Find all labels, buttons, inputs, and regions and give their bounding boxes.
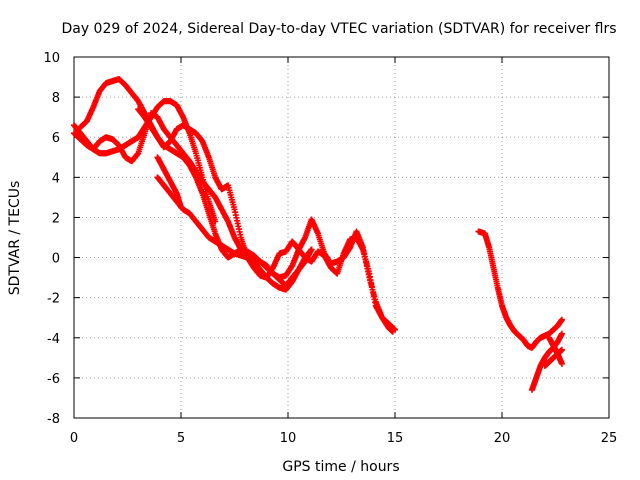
y-tick-label: 4	[52, 171, 60, 186]
series-5	[154, 154, 184, 211]
y-tick-label: -4	[47, 332, 60, 347]
data-point	[558, 346, 565, 353]
y-tick-label: 0	[52, 252, 60, 267]
series-4	[154, 174, 315, 289]
x-tick-label: 10	[280, 431, 297, 446]
y-tick-label: 10	[43, 51, 60, 66]
y-tick-label: 8	[52, 91, 60, 106]
y-tick-label: 6	[52, 131, 60, 146]
series-6	[475, 228, 565, 351]
data-point	[558, 316, 565, 323]
series-3	[135, 106, 398, 333]
x-tick-label: 15	[387, 431, 404, 446]
x-tick-label: 5	[177, 431, 185, 446]
y-tick-label: -8	[47, 412, 60, 427]
data-point	[308, 246, 315, 253]
plot-frame	[73, 56, 610, 419]
data-points	[71, 76, 565, 393]
x-tick-label: 20	[494, 431, 511, 446]
data-point	[558, 330, 565, 337]
y-tick-label: 2	[52, 211, 60, 226]
y-tick-label: -6	[47, 372, 60, 387]
y-tick-labels: -8 -6 -4 -2 0 2 4 6 8 10	[43, 51, 60, 427]
data-point	[178, 204, 184, 211]
x-axis-label: GPS time / hours	[282, 459, 399, 475]
data-point	[558, 360, 565, 367]
x-tick-label: 0	[70, 431, 78, 446]
x-tick-labels: 0 5 10 15 20 25	[70, 431, 617, 446]
chart-title: Day 029 of 2024, Sidereal Day-to-day VTE…	[61, 21, 616, 37]
y-tick-label: -2	[47, 292, 60, 307]
data-point	[392, 326, 398, 333]
axis-ticks	[73, 56, 610, 419]
y-axis-label: SDTVAR / TECUs	[7, 181, 23, 296]
series-9	[546, 334, 565, 367]
x-tick-label: 25	[601, 431, 618, 446]
series-7	[528, 330, 565, 393]
